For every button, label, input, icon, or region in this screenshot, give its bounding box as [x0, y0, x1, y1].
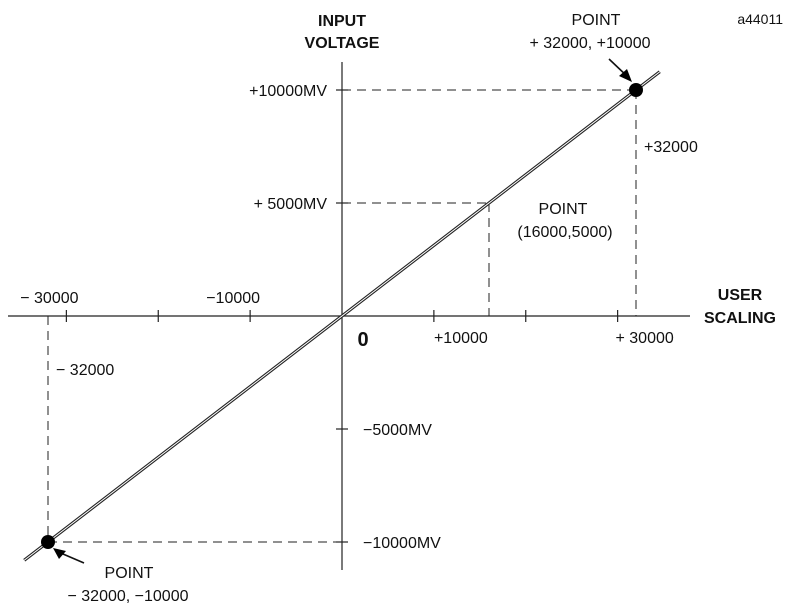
origin-label: 0	[357, 329, 368, 351]
points	[41, 58, 643, 564]
x-axis-title-line2: SCALING	[704, 310, 776, 327]
y-axis-title-line1: INPUT	[318, 13, 366, 30]
y-tick-label: −10000MV	[363, 535, 441, 552]
x-tick-label: + 30000	[615, 330, 673, 347]
point-coord-label: + 32000, +10000	[529, 35, 650, 52]
x-axis-title-line1: USER	[718, 287, 763, 304]
y-tick-label: +10000MV	[249, 83, 327, 100]
labels: − 30000 −10000 +10000 + 30000 +10000MV + 5000…	[20, 12, 698, 605]
figure-id: a44011	[737, 11, 783, 27]
y-tick-label: + 5000MV	[254, 196, 328, 213]
dimension-label: − 32000	[56, 362, 114, 379]
series-line-highlight	[23, 71, 661, 561]
y-tick-label: −5000MV	[363, 422, 432, 439]
data-point-marker	[629, 83, 643, 97]
x-tick-label: −10000	[206, 290, 260, 307]
point-coord-label: − 32000, −10000	[67, 588, 188, 605]
data-point-marker	[41, 535, 55, 549]
y-axis-title-line2: VOLTAGE	[305, 35, 380, 52]
series	[23, 70, 661, 562]
ticks	[65, 89, 619, 543]
point-label: POINT	[572, 12, 621, 29]
point-arrowhead	[53, 548, 66, 559]
dimension-label: +32000	[644, 139, 698, 156]
x-tick-label: +10000	[434, 330, 488, 347]
x-tick-label: − 30000	[20, 290, 78, 307]
point-label: POINT	[105, 565, 154, 582]
point-arrowhead	[619, 69, 632, 82]
guide-lines	[47, 89, 637, 543]
point-label: POINT	[539, 201, 588, 218]
point-coord-label: (16000,5000)	[517, 224, 612, 241]
